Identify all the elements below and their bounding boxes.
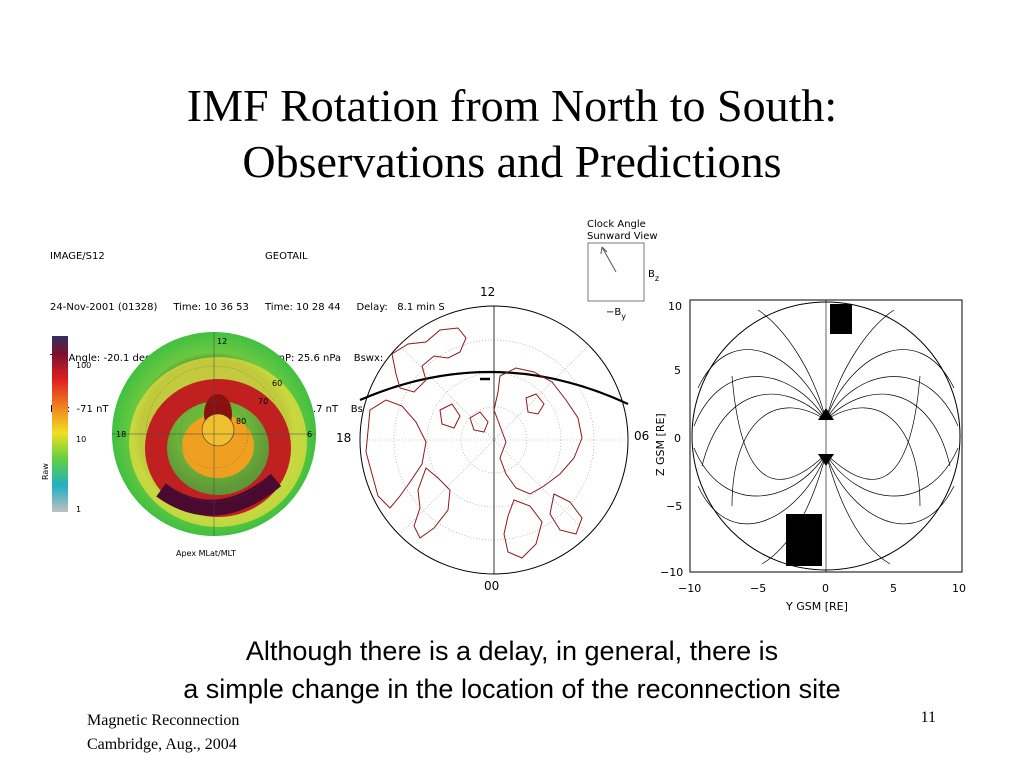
ytick-neg10: −10 xyxy=(660,566,683,579)
clock-title-2: Sunward View xyxy=(587,231,658,242)
clock-by-label: −By xyxy=(606,307,626,321)
field-xlabel: Y GSM [RE] xyxy=(785,600,848,613)
field-line-n7 xyxy=(825,393,951,467)
coast-greenland xyxy=(391,327,467,393)
map-label-00: 00 xyxy=(484,579,499,593)
field-line-panel: 10 5 0 −5 −10 −10 −5 0 5 10 Y GSM [RE] Z… xyxy=(654,299,966,613)
mlt-label-12: 12 xyxy=(217,337,227,346)
field-line-n10 xyxy=(825,309,895,421)
map-label-12: 12 xyxy=(480,285,495,299)
clock-arrow xyxy=(601,246,617,273)
auroral-image-panel: 100 10 1 Raw 12 18 6 60 70 80 Apex MLat/… xyxy=(41,332,316,558)
ytick-0: 0 xyxy=(674,432,681,445)
coast-eurasia xyxy=(493,367,583,495)
field-line-n5 xyxy=(825,349,955,421)
coast-north-america-east xyxy=(413,467,451,539)
field-line-n2 xyxy=(693,376,827,427)
ytick-10: 10 xyxy=(668,300,682,313)
xtick-neg5: −5 xyxy=(750,582,766,595)
coastlines xyxy=(365,327,583,559)
coast-island-3 xyxy=(439,403,461,429)
field-cusp-north xyxy=(818,408,834,420)
xtick-neg10: −10 xyxy=(678,582,701,595)
auroral-subtitle: Apex MLat/MLT xyxy=(176,549,236,558)
colorbar-label-1: 1 xyxy=(76,505,81,514)
terminator-line xyxy=(359,370,629,405)
map-label-18: 18 xyxy=(336,431,351,445)
coast-north-america-west xyxy=(365,399,427,509)
lat-label-60: 60 xyxy=(272,379,282,388)
image-info-line-1: IMAGE/S12 xyxy=(50,251,105,262)
coast-island-1 xyxy=(525,393,545,415)
colorbar-label-100: 100 xyxy=(76,361,91,370)
field-y-ticks: 10 5 0 −5 −10 xyxy=(660,300,683,579)
lat-label-70: 70 xyxy=(258,397,268,406)
polar-map-panel: 12 00 18 06 xyxy=(336,285,649,593)
field-line-n6 xyxy=(825,376,959,427)
field-line-n9 xyxy=(757,309,827,421)
field-line-s5 xyxy=(825,447,959,497)
caption-line-2: a simple change in the location of the r… xyxy=(183,674,841,704)
clock-bz-label: Bz xyxy=(648,269,659,283)
geotail-info-line-2: Time: 10 28 44 Delay: 8.1 min S xyxy=(265,302,445,313)
map-label-06: 06 xyxy=(634,429,649,443)
field-line-s6 xyxy=(825,375,921,480)
clock-angle-panel: Clock Angle Sunward View Bz −By xyxy=(587,219,659,321)
footer-line-2: Cambridge, Aug., 2004 xyxy=(87,736,237,753)
clock-title-1: Clock Angle xyxy=(587,219,646,230)
field-line-n8 xyxy=(825,407,921,507)
ytick-neg5: −5 xyxy=(666,500,682,513)
coast-island-2 xyxy=(469,411,489,433)
lat-label-80: 80 xyxy=(236,417,246,426)
field-line-s8 xyxy=(825,453,891,565)
coast-asia-south xyxy=(503,499,543,559)
clock-arrowhead xyxy=(600,246,608,255)
xtick-10: 10 xyxy=(952,582,966,595)
field-ylabel: Z GSM [RE] xyxy=(654,413,667,476)
colorbar xyxy=(52,336,68,512)
field-x-ticks: −10 −5 0 5 10 xyxy=(678,582,966,595)
ytick-5: 5 xyxy=(674,364,681,377)
image-info-line-2: 24-Nov-2001 (01328) Time: 10 36 53 xyxy=(50,302,249,313)
field-lines xyxy=(693,309,959,565)
xtick-5: 5 xyxy=(890,582,897,595)
colorbar-label-10: 10 xyxy=(76,435,86,444)
field-line-s2 xyxy=(693,447,827,497)
colorbar-axis-label: Raw xyxy=(41,463,50,480)
field-cusp-south xyxy=(818,454,834,466)
slide-title: IMF Rotation from North to South: Observ… xyxy=(0,78,1024,190)
title-line-1: IMF Rotation from North to South: xyxy=(186,80,838,131)
field-line-n4 xyxy=(731,407,827,507)
coast-pacific xyxy=(549,493,583,535)
caption-line-1: Although there is a delay, in general, t… xyxy=(245,636,779,666)
field-line-s3 xyxy=(731,375,827,480)
slide-footer: Magnetic Reconnection Cambridge, Aug., 2… xyxy=(87,709,239,757)
title-line-2: Observations and Predictions xyxy=(242,136,782,187)
xtick-0: 0 xyxy=(822,582,829,595)
field-line-s4 xyxy=(825,453,955,525)
auroral-night-side xyxy=(156,473,282,516)
auroral-center xyxy=(201,413,235,447)
geotail-info-line-1: GEOTAIL xyxy=(265,251,308,262)
field-line-s1 xyxy=(697,453,827,525)
mlt-label-6: 6 xyxy=(307,430,312,439)
slide-caption: Although there is a delay, in general, t… xyxy=(40,632,984,708)
mlt-label-18: 18 xyxy=(116,430,126,439)
field-data-block-north xyxy=(830,304,852,334)
footer-line-1: Magnetic Reconnection xyxy=(87,712,240,729)
field-line-n1 xyxy=(697,349,827,421)
field-line-n3 xyxy=(701,393,827,467)
page-number: 11 xyxy=(920,709,936,726)
field-data-block-south xyxy=(786,514,822,566)
